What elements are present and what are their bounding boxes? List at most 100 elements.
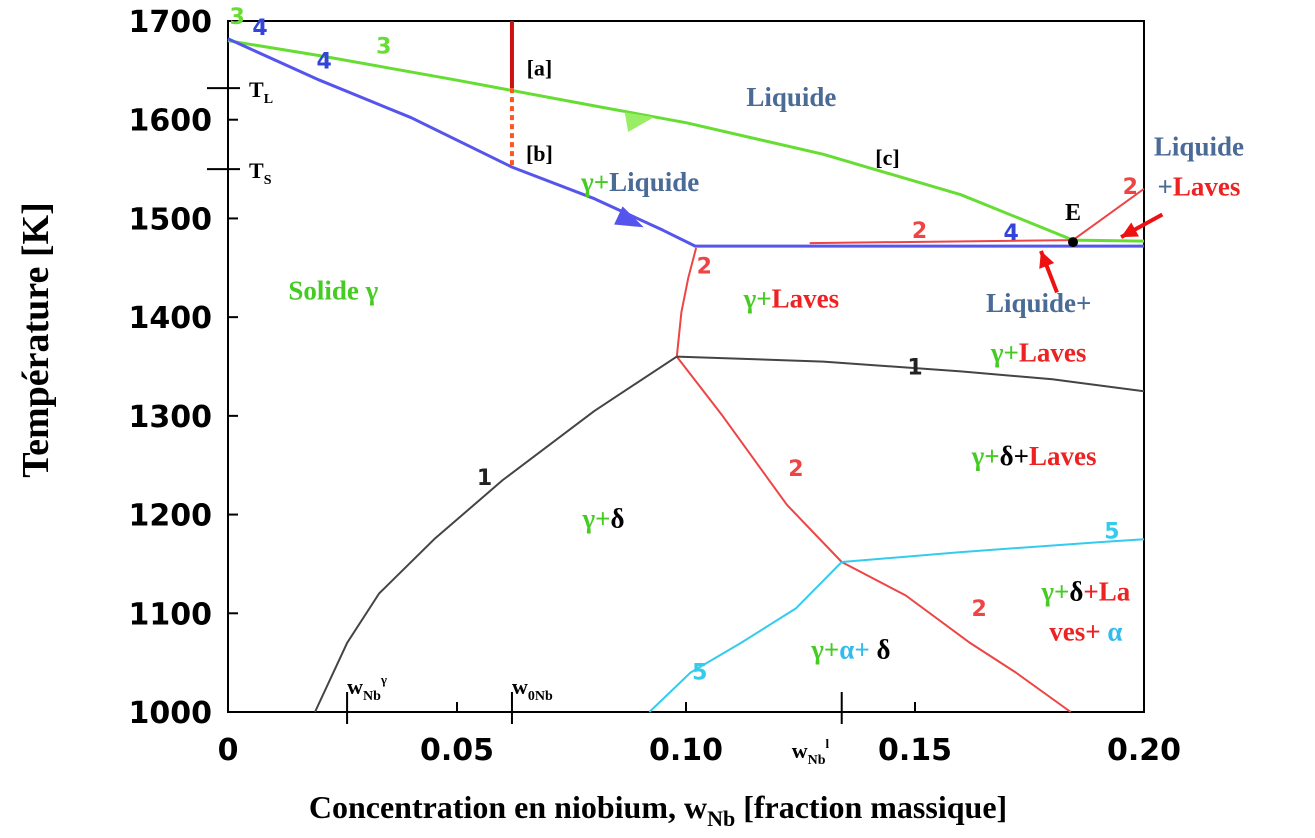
series-curve-2-laves-solvus [675,247,698,357]
x-tick-label: 0 [218,733,239,768]
curve-label-7: 2 [697,255,712,280]
y-tick-label: 1700 [129,5,213,40]
x-axis-title-tail: [fraction massique] [735,789,1007,825]
curve-label-9: 1 [477,466,492,491]
eutectic-point [1068,237,1079,248]
region-part: γ+ [582,503,611,533]
series-curve-5-lower [648,561,843,713]
y-axis-title: Température [K] [15,202,57,477]
region-part: γ+ [990,338,1019,368]
marker-sup: γ [380,672,387,687]
marker-main: w [347,674,363,699]
plot-frame [227,20,1145,713]
marker-sup: l [826,736,830,751]
side-tick-sub: S [264,173,272,188]
series-curve-3-liquidus [227,39,1145,243]
curve-label-4: 2 [912,219,927,244]
region-gamma-laves-2: γ+Laves [990,338,1087,368]
side-tick-sub: L [264,92,273,107]
region-part: Laves [1019,338,1087,368]
x-tick-label: 0.10 [649,733,723,768]
x-tick-label: 0.15 [878,733,952,768]
region-part: Liquide [609,167,699,197]
marker-sub: Nb [363,689,381,704]
region-part: Laves [772,283,840,313]
series-curve-4-solidus [227,37,1144,248]
region-part: γ+ [971,441,1000,471]
arrow-blue-head [614,206,644,228]
marker-main: w [512,674,528,699]
curve-label-6: 2 [1123,175,1138,200]
region-solide-gamma: Solide γ [288,275,378,305]
curve-label-10: 2 [788,457,803,482]
region-gamma-liquide: γ+Liquide [580,167,699,197]
region-part: ves+ [1049,616,1107,646]
x-axis-title: Concentration en niobium, wNb [fraction … [309,789,1007,831]
region-part: α+ [839,635,869,665]
region-gamma-alpha-delta: γ+α+ δ [810,635,890,665]
marker-sub: Nb [808,753,826,768]
region-part: γ+ [580,167,609,197]
bottom-marker-label-1: w0Nb [512,674,553,704]
bottom-marker-label-0: wNb γ [347,672,387,704]
y-tick-label: 1100 [129,597,213,632]
region-gamma-delta-la: γ+δ+La [1040,576,1130,606]
point-label-0: [a] [527,55,553,80]
curve-label-12: 2 [971,597,986,622]
region-part: +La [1083,576,1130,606]
y-tick-labels: 1000 1100 1200 1300 1400 1500 1600 1700 [129,5,238,731]
series-curve-5-upper [841,538,1145,563]
curve-label-1: 4 [252,16,267,41]
y-tick-label: 1600 [129,104,213,139]
y-tick-label: 1300 [129,400,213,435]
region-gamma-delta: γ+δ [582,503,625,533]
region-part: α [1107,616,1122,646]
y-tick-label: 1500 [129,202,213,237]
curve-label-0: 3 [230,5,245,30]
region-part: γ+ [1040,576,1069,606]
red-arrow-2-head [1039,251,1055,269]
region-part: Liquide+ [986,288,1091,318]
x-tick-label: 0.05 [420,733,494,768]
region-part: γ+ [810,635,839,665]
curve-label-13: 5 [692,660,707,685]
series-curve-1-upper [676,355,1145,393]
marker-sub: 0Nb [528,689,553,704]
y-tick-label: 1200 [129,499,213,534]
region-liquide-plus: Liquide+ [986,288,1091,318]
region-liquide-laves-line2: +Laves [1158,171,1241,201]
region-liquide-laves: Liquide [1154,131,1244,161]
side-tick-label-0: TL [249,77,273,107]
region-part: Laves [1029,441,1097,471]
region-part: δ [1069,576,1083,606]
series-curve-1-delta-solvus [314,355,678,713]
curve-label-5: 4 [1004,221,1019,246]
bottom-marker-label-2: wNbl [792,736,830,768]
x-tick-label: 0.20 [1107,733,1181,768]
series-layer [227,37,1145,713]
side-tick-main: T [249,77,264,102]
point-label-2: [c] [875,145,899,170]
curve-label-8: 1 [907,355,922,380]
red-arrow-1-head [1121,222,1139,238]
region-gamma-delta-laves: γ+δ+Laves [971,441,1097,471]
region-part: Liquide [746,82,836,112]
region-part: Liquide [1154,131,1244,161]
region-part: δ [611,503,625,533]
series-curve-2-lower [841,561,1072,713]
x-tick-labels: 0 0.05 0.10 0.15 0.20 [218,702,1181,768]
region-part: + [1158,171,1173,201]
side-tick-label-1: TS [249,158,272,188]
curve-label-2: 3 [376,35,391,60]
x-axis-title-sub: Nb [707,806,735,831]
region-part: δ+ [1000,441,1029,471]
region-gamma-delta-la-line2: ves+ α [1049,616,1122,646]
y-tick-label: 1400 [129,301,213,336]
region-part: δ [870,635,891,665]
eutectic-label: E [1065,200,1081,226]
y-tick-label: 1000 [129,696,213,731]
region-part: Laves [1173,171,1241,201]
